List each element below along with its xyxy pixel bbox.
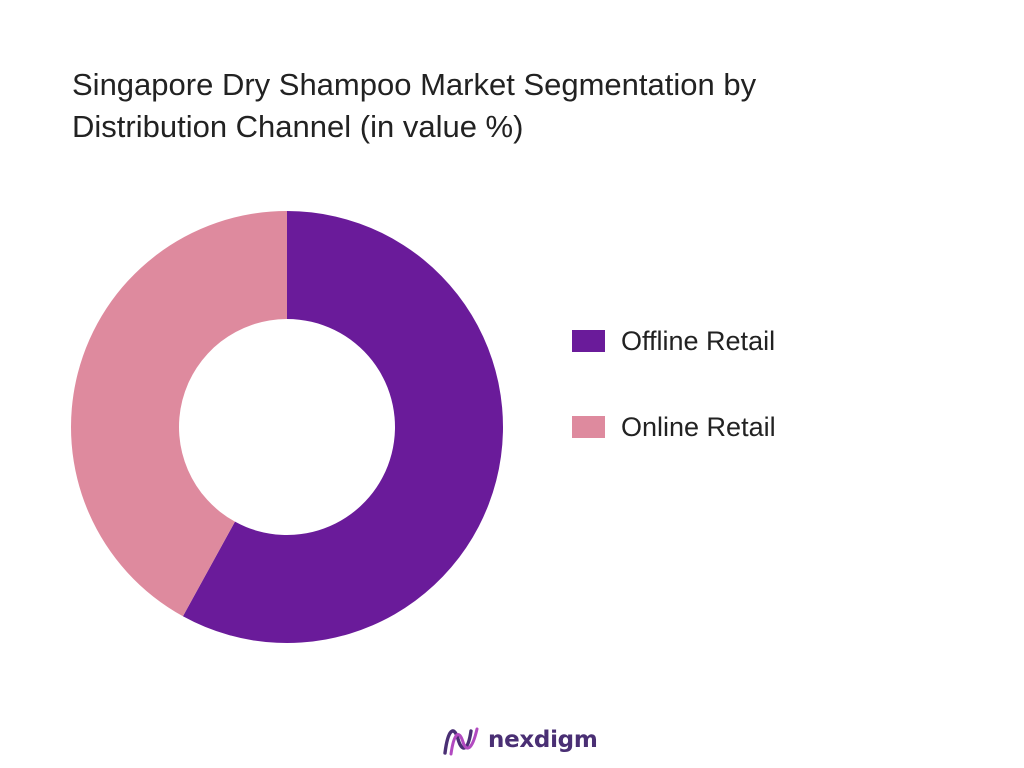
legend-swatch-offline-retail <box>572 330 605 352</box>
chart-title: Singapore Dry Shampoo Market Segmentatio… <box>72 64 952 148</box>
legend-label-offline-retail: Offline Retail <box>621 325 776 356</box>
donut-slice-online-retail <box>71 211 288 617</box>
donut-slice-offline-retail <box>182 211 503 644</box>
legend-swatch-online-retail <box>572 416 605 438</box>
brand-logo: nexdigm <box>442 720 598 760</box>
chart-title-line-1: Singapore Dry Shampoo Market Segmentatio… <box>72 67 757 102</box>
wave-logo-icon <box>443 727 479 756</box>
legend-label-online-retail: Online Retail <box>621 411 776 442</box>
chart-legend: Offline Retail Online Retail <box>572 318 776 490</box>
logo-text: nexdigm <box>488 727 598 753</box>
chart-title-line-2: Distribution Channel (in value %) <box>72 109 524 144</box>
legend-item-offline-retail: Offline Retail <box>572 318 776 364</box>
legend-item-online-retail: Online Retail <box>572 404 776 450</box>
